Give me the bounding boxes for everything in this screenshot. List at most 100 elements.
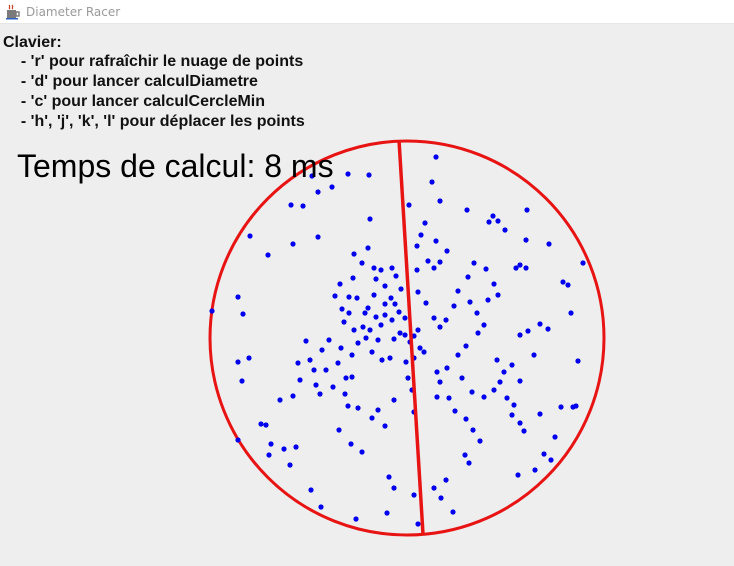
data-point: [315, 189, 321, 195]
data-point: [425, 258, 431, 264]
data-point: [375, 407, 381, 413]
data-point: [355, 340, 361, 346]
data-point: [287, 462, 293, 468]
data-point: [341, 319, 347, 325]
min-enclosing-circle: [208, 139, 606, 537]
data-point: [438, 495, 444, 501]
data-point: [375, 337, 381, 343]
help-line-diameter: - 'd' pour lancer calculDiametre: [12, 73, 258, 90]
data-point: [307, 357, 313, 363]
data-point: [379, 357, 385, 363]
data-point: [486, 219, 492, 225]
data-point: [293, 444, 299, 450]
data-point: [465, 274, 471, 280]
data-point: [363, 335, 369, 341]
data-point: [575, 358, 581, 364]
data-point: [288, 202, 294, 208]
data-point: [490, 213, 496, 219]
data-point: [422, 220, 428, 226]
data-point: [378, 267, 384, 273]
data-point: [504, 395, 510, 401]
data-point: [367, 327, 373, 333]
data-point: [433, 238, 439, 244]
data-point: [565, 282, 571, 288]
data-point: [362, 310, 368, 316]
data-point: [281, 446, 287, 452]
data-point: [444, 365, 450, 371]
data-point: [495, 292, 501, 298]
data-point: [464, 207, 470, 213]
data-point: [354, 295, 360, 301]
data-point: [397, 330, 403, 336]
data-point: [384, 510, 390, 516]
data-point: [396, 309, 402, 315]
data-point: [437, 379, 443, 385]
data-point: [402, 332, 408, 338]
data-point: [415, 521, 421, 527]
data-point: [342, 391, 348, 397]
data-point: [309, 173, 315, 179]
data-point: [349, 374, 355, 380]
data-point: [349, 352, 355, 358]
data-point: [558, 404, 564, 410]
data-point: [495, 218, 501, 224]
data-point: [502, 227, 508, 233]
data-point: [393, 273, 399, 279]
data-point: [335, 360, 341, 366]
data-point: [403, 359, 409, 365]
data-point: [373, 276, 379, 282]
help-line-min-circle: - 'c' pour lancer calculCercleMin: [12, 93, 266, 110]
data-point: [382, 423, 388, 429]
data-point: [471, 260, 477, 266]
help-line-move: - 'h', 'j', 'k', 'l' pour déplacer les p…: [12, 113, 305, 130]
data-point: [353, 516, 359, 522]
data-point: [431, 265, 437, 271]
data-point: [277, 397, 283, 403]
data-point: [313, 382, 319, 388]
computation-time: Temps de calcul: 8 ms: [17, 148, 334, 184]
data-point: [235, 437, 241, 443]
data-point: [369, 415, 375, 421]
data-point: [371, 265, 377, 271]
data-point: [389, 317, 395, 323]
data-point: [365, 245, 371, 251]
data-point: [463, 416, 469, 422]
data-point: [414, 243, 420, 249]
data-point: [469, 389, 475, 395]
data-point: [494, 357, 500, 363]
data-point: [263, 422, 269, 428]
data-point: [371, 292, 377, 298]
data-point: [391, 336, 397, 342]
data-point: [308, 487, 314, 493]
data-point: [365, 305, 371, 311]
data-point: [450, 509, 456, 515]
title-bar: Diameter Racer: [0, 0, 734, 24]
data-point: [382, 301, 388, 307]
data-point: [382, 312, 388, 318]
data-point: [568, 310, 574, 316]
data-point: [446, 395, 452, 401]
data-point: [339, 306, 345, 312]
data-point: [463, 343, 469, 349]
data-point: [350, 275, 356, 281]
data-point: [311, 367, 317, 373]
data-point: [455, 352, 461, 358]
data-point: [411, 492, 417, 498]
data-point: [433, 154, 439, 160]
data-point: [444, 248, 450, 254]
data-point: [319, 347, 325, 353]
data-point: [295, 360, 301, 366]
data-point: [443, 317, 449, 323]
data-point: [474, 310, 480, 316]
data-point: [366, 172, 372, 178]
data-point: [382, 283, 388, 289]
data-point: [360, 324, 366, 330]
data-point: [548, 457, 554, 463]
data-point: [491, 387, 497, 393]
data-point: [509, 412, 515, 418]
data-point: [437, 324, 443, 330]
data-point: [345, 171, 351, 177]
data-point: [491, 281, 497, 287]
data-point: [517, 332, 523, 338]
